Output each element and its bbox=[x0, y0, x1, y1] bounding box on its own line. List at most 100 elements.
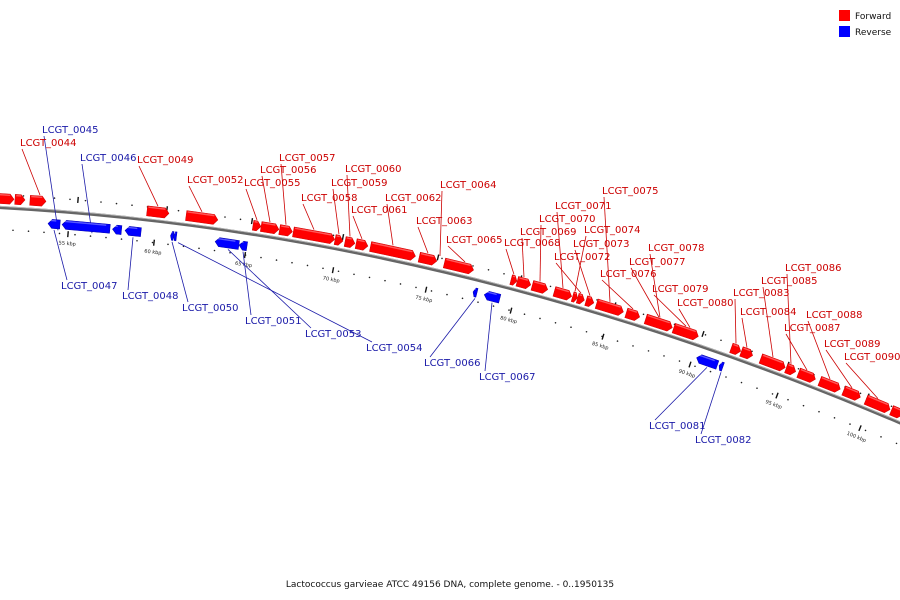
gene-label[interactable]: LCGT_0068 bbox=[504, 238, 561, 249]
gene-label[interactable]: LCGT_0047 bbox=[61, 281, 118, 292]
gene-feature[interactable] bbox=[260, 221, 280, 235]
gene-feature[interactable] bbox=[214, 237, 240, 250]
gene-label[interactable]: LCGT_0087 bbox=[784, 323, 841, 334]
gene-feature[interactable] bbox=[61, 220, 111, 234]
gene-feature[interactable] bbox=[584, 295, 596, 308]
gene-label[interactable]: LCGT_0079 bbox=[652, 284, 709, 295]
gene-feature[interactable] bbox=[369, 241, 416, 261]
gene-label[interactable]: LCGT_0067 bbox=[479, 372, 536, 383]
gene-feature[interactable] bbox=[146, 205, 170, 219]
gene-feature[interactable] bbox=[238, 241, 248, 252]
gene-feature[interactable] bbox=[251, 220, 262, 232]
scale-tick-label: 90 kbp bbox=[678, 368, 696, 379]
gene-label[interactable]: LCGT_0055 bbox=[244, 178, 301, 189]
gene-label[interactable]: LCGT_0077 bbox=[629, 257, 686, 268]
label-leaders bbox=[21, 135, 879, 435]
gene-label[interactable]: LCGT_0063 bbox=[416, 216, 473, 227]
gene-label[interactable]: LCGT_0086 bbox=[785, 263, 842, 274]
gene-label[interactable]: LCGT_0059 bbox=[331, 178, 388, 189]
gene-label[interactable]: LCGT_0061 bbox=[351, 205, 408, 216]
gene-feature[interactable] bbox=[170, 231, 175, 241]
gene-feature[interactable] bbox=[784, 363, 798, 376]
gene-label[interactable]: LCGT_0078 bbox=[648, 243, 705, 254]
gene-feature[interactable] bbox=[472, 287, 479, 298]
gene-feature[interactable] bbox=[624, 307, 641, 322]
gene-label[interactable]: LCGT_0062 bbox=[385, 193, 442, 204]
gene-feature[interactable] bbox=[671, 322, 700, 341]
gene-feature[interactable] bbox=[173, 231, 178, 242]
gene-label[interactable]: LCGT_0072 bbox=[554, 252, 611, 263]
gene-label[interactable]: LCGT_0090 bbox=[844, 352, 900, 363]
gene-feature[interactable] bbox=[718, 361, 725, 372]
gene-feature[interactable] bbox=[570, 291, 579, 303]
gene-feature[interactable] bbox=[47, 219, 61, 230]
gene-label[interactable]: LCGT_0050 bbox=[182, 303, 239, 314]
gene-feature[interactable] bbox=[509, 274, 518, 286]
gene-feature[interactable] bbox=[817, 376, 842, 393]
gene-feature[interactable] bbox=[442, 257, 475, 275]
legend-reverse-swatch bbox=[839, 26, 850, 37]
gene-feature[interactable] bbox=[417, 251, 438, 266]
gene-feature[interactable] bbox=[112, 224, 123, 235]
gene-feature[interactable] bbox=[278, 224, 294, 237]
gene-feature[interactable] bbox=[841, 385, 862, 402]
gene-label[interactable]: LCGT_0054 bbox=[366, 343, 423, 354]
gene-label[interactable]: LCGT_0070 bbox=[539, 214, 596, 225]
gene-feature[interactable] bbox=[483, 290, 502, 304]
gene-feature[interactable] bbox=[594, 298, 625, 317]
gene-feature[interactable] bbox=[124, 226, 142, 237]
gene-label[interactable]: LCGT_0064 bbox=[440, 180, 497, 191]
gene-label[interactable]: LCGT_0085 bbox=[761, 276, 818, 287]
gene-label[interactable]: LCGT_0081 bbox=[649, 421, 706, 432]
gene-feature[interactable] bbox=[695, 354, 720, 370]
gene-feature[interactable] bbox=[552, 286, 573, 302]
gene-feature[interactable] bbox=[185, 210, 219, 225]
gene-label[interactable]: LCGT_0044 bbox=[20, 138, 77, 149]
gene-feature[interactable] bbox=[575, 293, 586, 305]
gene-label[interactable]: LCGT_0052 bbox=[187, 175, 244, 186]
gene-feature[interactable] bbox=[739, 346, 755, 360]
legend-forward-swatch bbox=[839, 10, 850, 21]
gene-feature[interactable] bbox=[29, 195, 47, 207]
gene-label[interactable]: LCGT_0069 bbox=[520, 227, 577, 238]
gene-feature[interactable] bbox=[343, 236, 356, 249]
gene-label[interactable]: LCGT_0089 bbox=[824, 339, 881, 350]
gene-feature[interactable] bbox=[643, 313, 674, 332]
gene-label[interactable]: LCGT_0075 bbox=[602, 186, 659, 197]
gene-label[interactable]: LCGT_0046 bbox=[80, 153, 137, 164]
gene-label[interactable]: LCGT_0045 bbox=[42, 125, 99, 136]
gene-label[interactable]: LCGT_0057 bbox=[279, 153, 336, 164]
gene-feature[interactable] bbox=[14, 194, 26, 205]
gene-label[interactable]: LCGT_0051 bbox=[245, 316, 302, 327]
gene-label[interactable]: LCGT_0056 bbox=[260, 165, 317, 176]
scale-tick-label: 65 kbp bbox=[235, 261, 253, 270]
gene-label[interactable]: LCGT_0060 bbox=[345, 164, 402, 175]
gene-feature[interactable] bbox=[729, 342, 743, 356]
legend-forward-label: Forward bbox=[855, 12, 891, 22]
gene-feature[interactable] bbox=[0, 193, 15, 205]
gene-feature[interactable] bbox=[863, 394, 892, 414]
gene-feature[interactable] bbox=[292, 226, 335, 244]
gene-label[interactable]: LCGT_0076 bbox=[600, 269, 657, 280]
gene-label[interactable]: LCGT_0074 bbox=[584, 225, 641, 236]
gene-label[interactable]: LCGT_0083 bbox=[733, 288, 790, 299]
gene-label[interactable]: LCGT_0071 bbox=[555, 201, 612, 212]
gene-label[interactable]: LCGT_0049 bbox=[137, 155, 194, 166]
gene-label[interactable]: LCGT_0053 bbox=[305, 329, 362, 340]
gene-feature[interactable] bbox=[333, 234, 344, 246]
gene-feature[interactable] bbox=[515, 276, 532, 289]
gene-label[interactable]: LCGT_0058 bbox=[301, 193, 358, 204]
gene-feature[interactable] bbox=[796, 367, 817, 384]
gene-label[interactable]: LCGT_0048 bbox=[122, 291, 179, 302]
gene-label[interactable]: LCGT_0066 bbox=[424, 358, 481, 369]
gene-label[interactable]: LCGT_0080 bbox=[677, 298, 734, 309]
gene-label[interactable]: LCGT_0084 bbox=[740, 307, 797, 318]
gene-feature[interactable] bbox=[354, 238, 369, 251]
gene-label[interactable]: LCGT_0065 bbox=[446, 235, 503, 246]
gene-label[interactable]: LCGT_0082 bbox=[695, 435, 752, 446]
gene-feature[interactable] bbox=[758, 353, 787, 372]
gene-label[interactable]: LCGT_0073 bbox=[573, 239, 630, 250]
gene-feature[interactable] bbox=[530, 280, 549, 295]
gene-label[interactable]: LCGT_0088 bbox=[806, 310, 863, 321]
